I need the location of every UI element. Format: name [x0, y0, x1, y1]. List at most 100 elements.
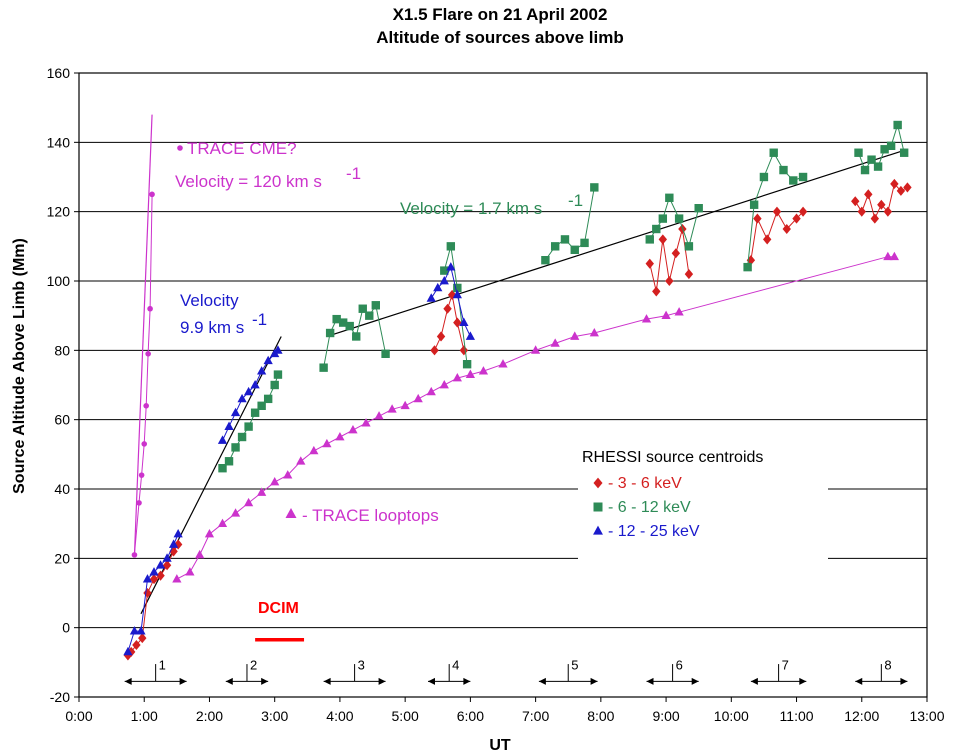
- data-point-6-12-kev: [244, 422, 253, 431]
- interval-arrowhead: [124, 677, 132, 685]
- data-point-trace-looptops: [283, 470, 293, 479]
- data-point-6-12-kev: [270, 380, 279, 390]
- interval-arrowhead: [225, 677, 233, 685]
- data-point-6-12-kev: [365, 311, 374, 320]
- data-point-trace-cme: [147, 305, 153, 312]
- y-tick-label: 120: [47, 204, 71, 220]
- y-tick-label: 60: [54, 412, 70, 428]
- looptops-label: - TRACE looptops: [302, 506, 439, 525]
- x-tick-label: 6:00: [457, 708, 484, 724]
- data-point-trace-looptops: [641, 314, 652, 323]
- data-point-12-25-kev: [173, 529, 183, 538]
- x-tick-label: 4:00: [326, 708, 353, 724]
- series-line-6-12-kev: [222, 374, 279, 469]
- data-point-6-12-kev: [798, 172, 808, 182]
- data-point-trace-cme: [149, 191, 155, 198]
- data-point-3-6-kev: [896, 185, 906, 196]
- data-point-trace-looptops: [172, 574, 182, 583]
- data-point-trace-looptops: [387, 404, 397, 413]
- data-point-6-12-kev: [893, 120, 902, 130]
- cme-velocity-label: Velocity = 120 km s: [175, 172, 322, 191]
- legend-item: - 6 - 12 keV: [608, 499, 691, 516]
- legend-marker: [593, 502, 603, 512]
- data-point-6-12-kev: [371, 301, 380, 310]
- cme-velocity-exponent: -1: [346, 164, 361, 183]
- data-point-12-25-kev: [237, 393, 247, 403]
- x-tick-label: 1:00: [131, 708, 158, 724]
- data-point-6-12-kev: [854, 148, 863, 157]
- data-point-3-6-kev: [746, 255, 756, 266]
- interval-arrowhead: [750, 677, 758, 685]
- cme-label: TRACE CME?: [187, 139, 297, 158]
- y-tick-label: 20: [54, 550, 70, 566]
- series-line-trace-cme: [133, 194, 153, 555]
- data-point-3-6-kev: [671, 248, 681, 259]
- data-point-trace-looptops: [674, 307, 684, 316]
- data-point-12-25-kev: [136, 626, 146, 635]
- fit-line: [140, 336, 282, 615]
- data-point-3-6-kev: [684, 269, 694, 280]
- data-point-3-6-kev: [459, 345, 469, 356]
- y-tick-label: 160: [47, 65, 71, 81]
- data-point-12-25-kev: [142, 574, 153, 583]
- data-point-3-6-kev: [132, 639, 141, 651]
- fit-line: [326, 148, 908, 338]
- data-point-trace-cme: [136, 500, 142, 506]
- interval-arrowhead: [538, 677, 546, 685]
- data-point-trace-cme: [138, 472, 145, 478]
- data-point-6-12-kev: [358, 304, 367, 313]
- x-tick-label: 13:00: [909, 708, 944, 724]
- x-tick-label: 8:00: [587, 708, 614, 724]
- data-point-trace-looptops: [335, 431, 345, 441]
- data-point-3-6-kev: [162, 560, 172, 571]
- y-tick-label: 0: [62, 620, 70, 636]
- legend-title: RHESSI source centroids: [582, 449, 763, 466]
- data-point-12-25-kev: [224, 421, 234, 430]
- x-tick-label: 0:00: [65, 708, 92, 724]
- data-point-3-6-kev: [645, 258, 654, 269]
- data-point-trace-cme: [145, 351, 151, 357]
- legend-box: [578, 441, 828, 559]
- plot-frame: [78, 72, 928, 698]
- data-point-3-6-kev: [883, 206, 893, 217]
- data-point-trace-looptops: [204, 529, 215, 538]
- interval-label: 5: [571, 657, 578, 672]
- data-point-3-6-kev: [652, 286, 661, 297]
- data-point-12-25-kev: [243, 386, 254, 396]
- data-point-6-12-kev: [860, 165, 870, 175]
- interval-arrowhead: [261, 677, 269, 685]
- data-point-trace-looptops: [661, 310, 671, 320]
- velocity-99-exponent: -1: [252, 310, 267, 329]
- legend-marker: [593, 477, 603, 489]
- data-point-3-6-kev: [903, 182, 912, 193]
- interval-label: 6: [676, 657, 683, 672]
- data-point-trace-looptops: [361, 418, 371, 427]
- interval-arrowhead: [646, 677, 654, 685]
- interval-arrowhead: [179, 677, 187, 685]
- data-point-6-12-kev: [886, 141, 896, 150]
- data-point-6-12-kev: [880, 145, 889, 154]
- data-point-6-12-kev: [250, 408, 260, 417]
- data-point-12-25-kev: [433, 282, 443, 292]
- interval-arrowhead: [900, 677, 908, 685]
- data-point-6-12-kev: [338, 318, 348, 327]
- data-point-3-6-kev: [782, 223, 791, 235]
- fit-line: [133, 114, 153, 555]
- data-point-6-12-kev: [658, 214, 668, 223]
- data-point-trace-looptops: [400, 400, 410, 410]
- data-point-3-6-kev: [851, 196, 860, 207]
- data-point-6-12-kev: [684, 242, 694, 251]
- interval-label: 7: [782, 657, 789, 672]
- data-point-12-25-kev: [465, 331, 476, 340]
- data-point-3-6-kev: [149, 574, 159, 585]
- data-point-12-25-kev: [217, 435, 228, 444]
- legend-item: - 3 - 6 keV: [608, 475, 682, 492]
- data-point-6-12-kev: [550, 242, 560, 251]
- y-tick-label: 40: [54, 481, 70, 497]
- velocity-99-label-line2: 9.9 km s: [180, 318, 244, 337]
- data-point-12-25-kev: [129, 626, 140, 635]
- data-point-6-12-kev: [446, 242, 456, 251]
- series-line-6-12-kev: [443, 246, 468, 365]
- data-point-trace-looptops: [185, 567, 195, 576]
- data-point-3-6-kev: [436, 331, 446, 342]
